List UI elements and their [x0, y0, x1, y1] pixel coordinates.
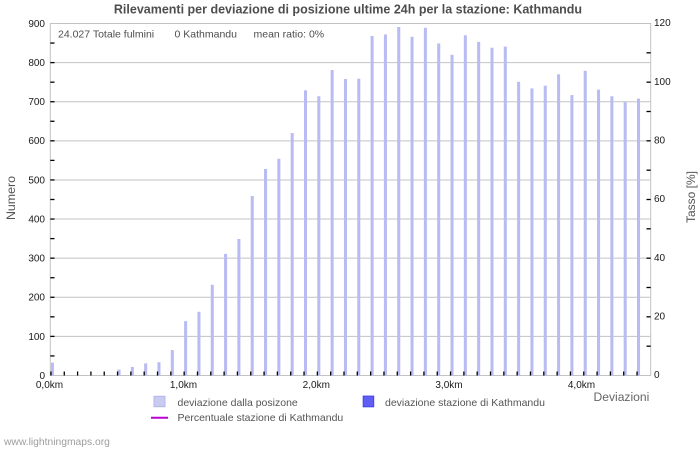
svg-text:20: 20 [654, 312, 666, 323]
svg-text:0 Kathmandu: 0 Kathmandu [175, 29, 238, 41]
svg-text:0,0km: 0,0km [36, 380, 63, 391]
svg-text:800: 800 [28, 58, 45, 69]
svg-text:120: 120 [654, 18, 671, 29]
svg-text:1,0km: 1,0km [170, 380, 197, 391]
svg-text:0: 0 [654, 370, 660, 381]
svg-text:Numero: Numero [4, 176, 18, 220]
svg-text:www.lightningmaps.org: www.lightningmaps.org [3, 437, 110, 448]
svg-text:24.027 Totale fulmini: 24.027 Totale fulmini [58, 29, 154, 41]
svg-text:0: 0 [39, 371, 45, 382]
svg-text:400: 400 [28, 214, 45, 225]
svg-text:600: 600 [28, 136, 45, 147]
svg-text:200: 200 [28, 293, 45, 304]
svg-text:4,0km: 4,0km [568, 380, 595, 391]
svg-text:mean ratio: 0%: mean ratio: 0% [254, 29, 325, 41]
svg-text:500: 500 [28, 175, 45, 186]
svg-text:Rilevamenti per deviazione di: Rilevamenti per deviazione di posizione … [114, 3, 582, 17]
svg-text:80: 80 [654, 136, 666, 147]
svg-text:3,0km: 3,0km [435, 380, 462, 391]
svg-text:Deviazioni: Deviazioni [594, 390, 650, 404]
svg-text:deviazione stazione di Kathman: deviazione stazione di Kathmandu [385, 397, 545, 409]
svg-text:100: 100 [654, 77, 671, 88]
svg-text:2,0km: 2,0km [303, 380, 330, 391]
svg-text:deviazione dalla posizone: deviazione dalla posizone [178, 397, 298, 409]
svg-text:300: 300 [28, 254, 45, 265]
svg-text:Percentuale stazione di Kathma: Percentuale stazione di Kathmandu [178, 412, 344, 424]
svg-text:Tasso [%]: Tasso [%] [684, 171, 698, 223]
svg-text:40: 40 [654, 253, 666, 264]
svg-text:700: 700 [28, 97, 45, 108]
svg-text:60: 60 [654, 194, 666, 205]
svg-text:100: 100 [28, 332, 45, 343]
svg-text:900: 900 [28, 19, 45, 30]
